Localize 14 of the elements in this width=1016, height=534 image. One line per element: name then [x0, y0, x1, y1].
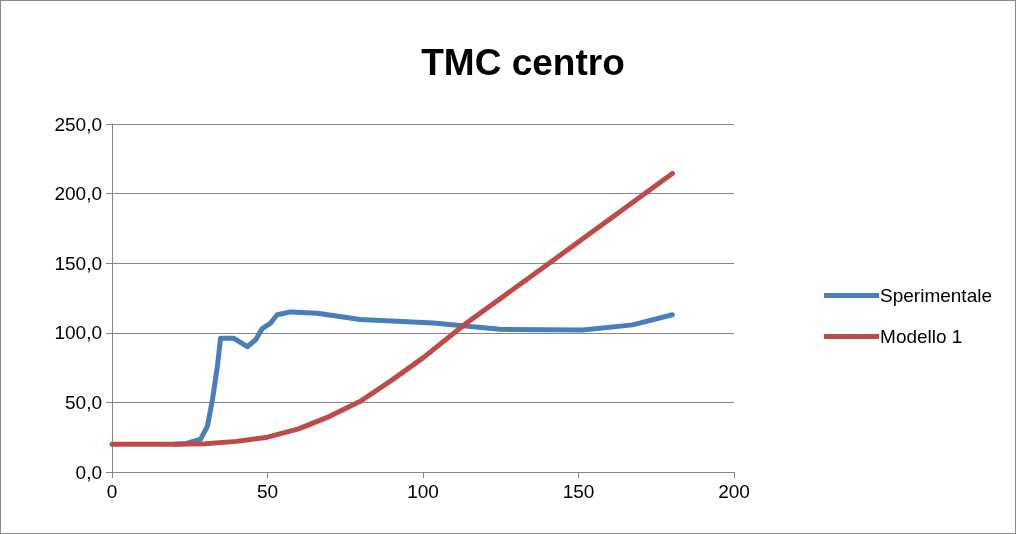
y-tick-label: 250,0: [54, 113, 102, 135]
y-tick-label: 50,0: [65, 391, 102, 413]
x-tick-label: 150: [562, 481, 595, 502]
legend-label: Sperimentale: [880, 285, 992, 306]
y-tick-label: 150,0: [54, 252, 102, 274]
chart-title: TMC centro: [421, 42, 625, 83]
y-tick-label: 0,0: [75, 461, 102, 483]
x-tick-label: 50: [256, 481, 279, 502]
x-tick-label: 0: [106, 481, 118, 502]
y-tick-label: 200,0: [54, 183, 102, 205]
legend-label: Modello 1: [880, 326, 963, 347]
x-tick-label: 100: [407, 481, 439, 502]
x-tick-label: 200: [718, 481, 750, 502]
y-tick-label: 100,0: [54, 322, 102, 344]
